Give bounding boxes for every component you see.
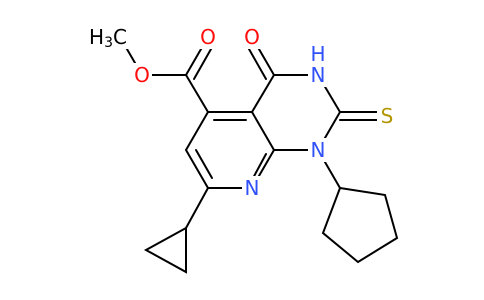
- cyclopentane-ring: [321, 187, 399, 264]
- cyclopropyl-bond: [185, 187, 209, 229]
- cyclopropane-ring: [143, 227, 187, 274]
- subscript: 3: [104, 35, 113, 51]
- label-mask: [308, 138, 328, 162]
- hydrogen-label: H: [310, 42, 325, 66]
- nitrogen-label: N: [311, 63, 326, 87]
- atom-symbol: C: [113, 25, 127, 49]
- nitrogen-label: N: [311, 138, 326, 162]
- oxygen-label: O: [134, 63, 150, 87]
- ester-bond: [185, 74, 209, 113]
- label-mask: [132, 63, 152, 87]
- label-mask: [198, 25, 218, 49]
- sulfur-label: S: [381, 104, 394, 128]
- nitrogen-label: N: [245, 176, 260, 200]
- label-mask: [242, 25, 262, 49]
- double-bond: [195, 149, 213, 179]
- label-mask: [308, 44, 328, 87]
- oxygen-label: O: [244, 25, 260, 49]
- oxygen-label: O: [200, 25, 216, 49]
- label-mask: [377, 104, 397, 128]
- atom-labels: H3C O O O H N N N S: [88, 25, 397, 200]
- label-mask: [242, 176, 262, 200]
- double-bond: [251, 153, 267, 181]
- bonds: [119, 36, 399, 274]
- methyl-label: H3C: [89, 25, 127, 51]
- atom-symbol: H: [89, 25, 104, 49]
- label-mask: [88, 25, 128, 49]
